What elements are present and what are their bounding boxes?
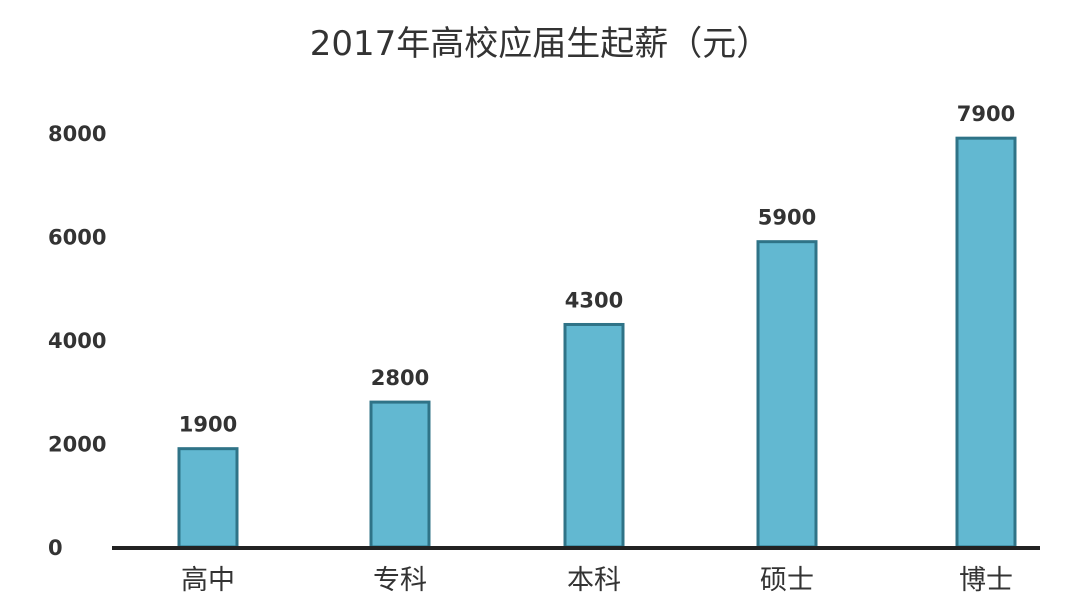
x-axis: 高中 专科 本科 硕士 博士: [181, 565, 1013, 596]
x-tick-label: 硕士: [760, 565, 814, 596]
y-axis: 0 2000 4000 6000 8000: [48, 122, 106, 560]
y-tick-label: 6000: [48, 226, 106, 250]
data-label: 7900: [957, 102, 1015, 126]
bar: [563, 322, 625, 549]
data-label: 5900: [758, 206, 816, 230]
bar: [369, 400, 431, 549]
data-labels: 1900 2800 4300 5900 7900: [179, 102, 1015, 437]
x-tick-label: 博士: [959, 565, 1013, 596]
data-label: 4300: [565, 288, 623, 312]
y-tick-label: 8000: [48, 122, 106, 146]
y-tick-label: 0: [48, 536, 63, 560]
bar: [177, 447, 239, 549]
x-tick-label: 专科: [373, 565, 427, 596]
y-tick-label: 2000: [48, 433, 106, 457]
y-tick-label: 4000: [48, 329, 106, 353]
bar: [756, 240, 818, 549]
data-label: 1900: [179, 413, 237, 437]
chart-title: 2017年高校应届生起薪（元）: [310, 24, 771, 64]
data-label: 2800: [371, 366, 429, 390]
bar: [955, 136, 1017, 549]
bars: [177, 136, 1017, 549]
x-tick-label: 高中: [181, 565, 235, 596]
x-tick-label: 本科: [567, 565, 621, 596]
